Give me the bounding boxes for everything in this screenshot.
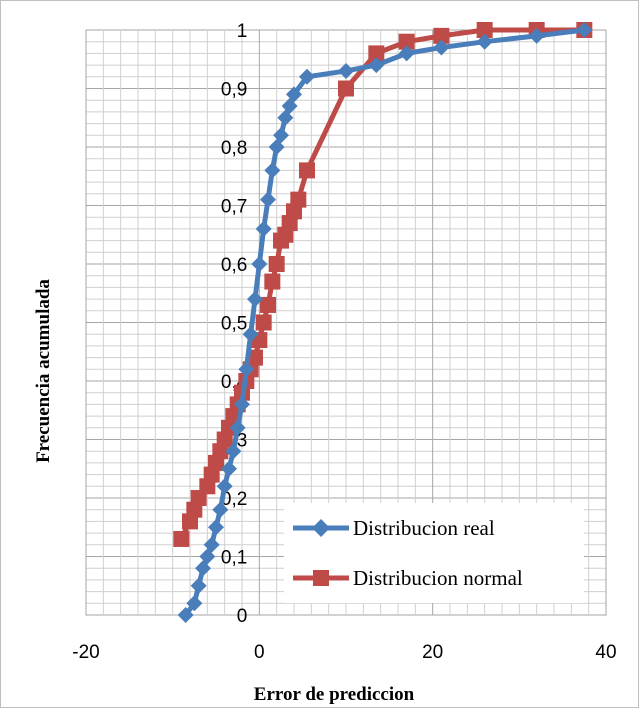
data-point xyxy=(338,80,354,97)
x-tick-label: 40 xyxy=(595,642,616,663)
series-layer xyxy=(173,22,593,623)
data-point xyxy=(368,57,385,74)
data-point xyxy=(576,22,593,38)
legend-background xyxy=(284,503,584,603)
data-point xyxy=(199,548,216,565)
data-point xyxy=(299,68,315,85)
data-point xyxy=(299,162,315,179)
y-tick-label: 0,6 xyxy=(221,255,247,276)
data-point xyxy=(190,577,207,594)
data-point xyxy=(273,127,289,144)
y-tick-label: 0,1 xyxy=(221,548,247,569)
legend-marker xyxy=(313,570,329,586)
legend-marker xyxy=(312,519,330,537)
data-point xyxy=(195,560,211,577)
data-point xyxy=(277,109,294,126)
data-point xyxy=(234,396,250,413)
data-point xyxy=(338,62,354,79)
data-point xyxy=(433,27,450,44)
legend: Distribucion real Distribucion normal xyxy=(284,503,584,603)
data-point xyxy=(238,361,255,378)
data-point xyxy=(225,443,242,460)
data-point xyxy=(433,39,450,56)
data-point xyxy=(290,191,307,208)
data-point xyxy=(208,519,224,536)
data-point xyxy=(286,86,302,103)
series-normal xyxy=(173,22,593,547)
data-point xyxy=(260,296,276,313)
data-point xyxy=(216,478,233,495)
data-point xyxy=(528,27,545,44)
series-real xyxy=(177,22,593,623)
data-point xyxy=(255,220,272,237)
data-point xyxy=(221,460,237,477)
data-point xyxy=(177,607,194,623)
data-point xyxy=(268,256,285,272)
data-point xyxy=(476,33,493,50)
y-tick-label: 0,8 xyxy=(221,138,247,159)
y-tick-label: 0 xyxy=(237,606,248,627)
data-point xyxy=(398,45,415,62)
data-point xyxy=(247,349,263,366)
data-point xyxy=(368,45,385,62)
y-tick-label: 0,5 xyxy=(221,314,247,335)
data-point xyxy=(251,256,268,272)
data-point xyxy=(281,98,298,115)
data-point xyxy=(268,139,285,155)
data-point xyxy=(264,273,281,290)
legend-label: Distribucion real xyxy=(353,516,495,540)
data-point xyxy=(242,326,259,343)
y-tick-label: 0,9 xyxy=(221,80,247,101)
data-point xyxy=(260,191,276,208)
x-axis-title: Error de prediccion xyxy=(254,684,415,705)
data-point xyxy=(476,22,493,38)
y-tick-label: 1 xyxy=(237,21,248,42)
y-tick-label: 0,7 xyxy=(221,197,247,218)
x-tick-label: 0 xyxy=(254,642,265,663)
data-point xyxy=(398,33,415,50)
data-point xyxy=(212,501,229,518)
data-point xyxy=(229,419,246,436)
y-axis-title: Frecuencia acumulada xyxy=(33,279,54,463)
x-tick-label: -20 xyxy=(72,642,99,663)
data-point xyxy=(264,162,281,179)
y-tick-label: 0,2 xyxy=(221,489,247,510)
x-tick-label: 20 xyxy=(422,642,443,663)
data-point xyxy=(173,530,190,547)
data-point xyxy=(247,291,263,308)
data-point xyxy=(255,314,272,331)
data-point xyxy=(203,536,220,553)
legend-label: Distribucion normal xyxy=(353,566,523,590)
data-point xyxy=(186,595,203,612)
